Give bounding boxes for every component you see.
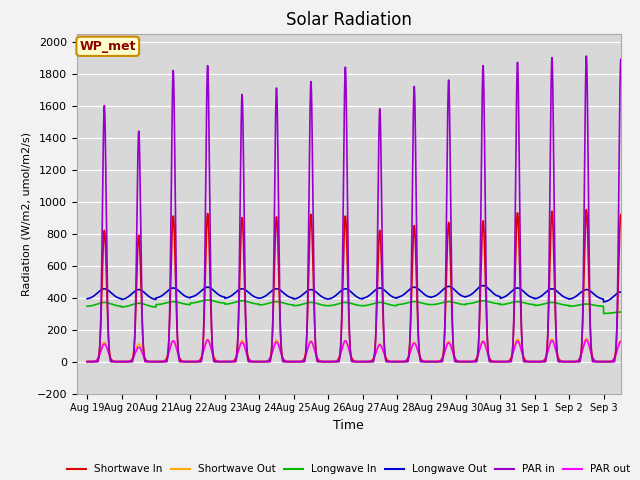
Legend: Shortwave In, Shortwave Out, Longwave In, Longwave Out, PAR in, PAR out: Shortwave In, Shortwave Out, Longwave In… (63, 460, 635, 479)
Title: Solar Radiation: Solar Radiation (286, 11, 412, 29)
X-axis label: Time: Time (333, 419, 364, 432)
Text: WP_met: WP_met (79, 40, 136, 53)
Y-axis label: Radiation (W/m2, umol/m2/s): Radiation (W/m2, umol/m2/s) (21, 132, 31, 296)
